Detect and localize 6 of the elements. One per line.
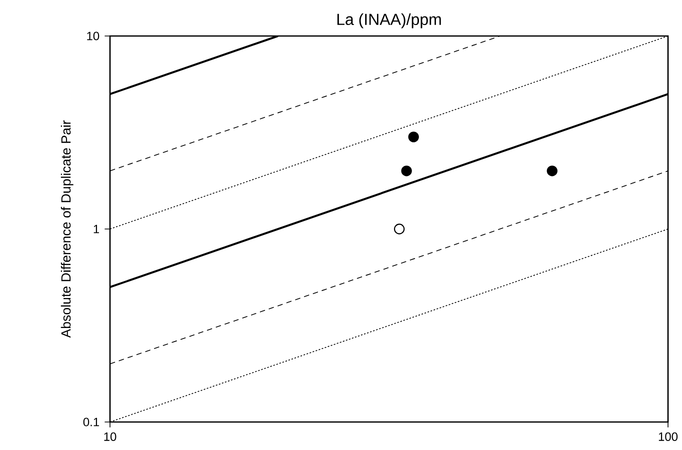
y-tick-label: 10 bbox=[87, 32, 100, 40]
chart-title: La (INAA)/ppm bbox=[337, 13, 441, 28]
y-tick-label: 0.1 bbox=[83, 418, 99, 426]
x-tick-label: 100 bbox=[658, 432, 678, 441]
y-tick-label: 1 bbox=[94, 224, 99, 234]
y-axis-title: Absolute Difference of Duplicate Pair bbox=[60, 120, 74, 338]
